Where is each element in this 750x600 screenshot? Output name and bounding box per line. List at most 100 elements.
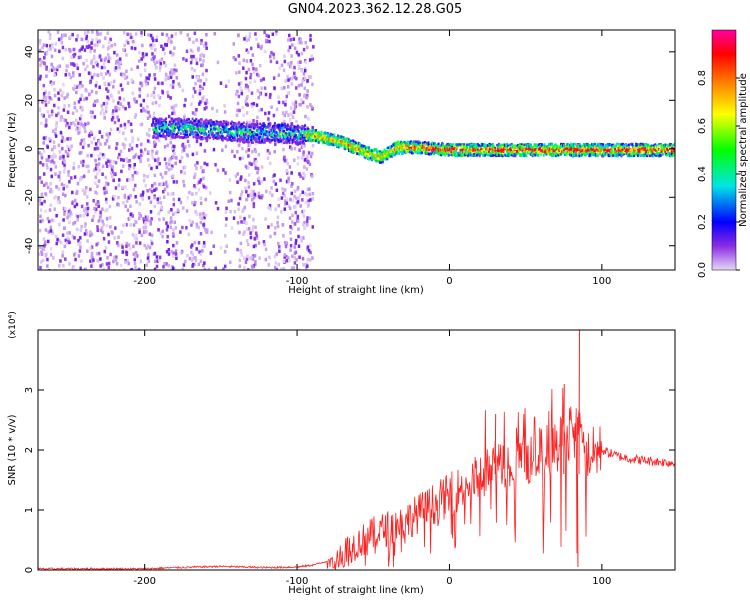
noise-speck [114, 66, 118, 70]
signal-pixel [229, 137, 232, 140]
noise-speck [96, 73, 100, 78]
noise-speck [79, 141, 82, 146]
noise-speck [182, 179, 185, 184]
noise-speck [113, 194, 116, 199]
noise-speck [257, 73, 260, 78]
noise-speck [116, 155, 120, 160]
noise-speck [224, 223, 228, 227]
noise-speck [135, 241, 138, 245]
noise-speck [105, 224, 109, 228]
noise-speck [241, 106, 245, 110]
noise-speck [235, 71, 238, 75]
noise-speck [136, 171, 139, 175]
signal-pixel [433, 151, 436, 154]
noise-speck [107, 232, 110, 237]
noise-speck [248, 161, 252, 166]
noise-speck [124, 137, 127, 141]
signal-pixel [327, 134, 330, 137]
noise-speck [51, 231, 54, 235]
noise-speck [164, 77, 168, 82]
signal-pixel [520, 146, 523, 150]
noise-speck [54, 134, 58, 138]
noise-speck [79, 105, 83, 110]
noise-speck [270, 223, 273, 227]
noise-speck [237, 54, 241, 58]
noise-speck [158, 138, 161, 143]
signal-pixel [539, 152, 542, 155]
noise-speck [236, 101, 240, 106]
noise-speck [274, 261, 278, 265]
noise-speck [189, 60, 193, 65]
noise-speck [139, 159, 142, 164]
noise-speck [39, 208, 43, 212]
noise-speck [160, 232, 163, 236]
noise-speck [153, 144, 157, 148]
signal-pixel [297, 136, 300, 140]
signal-pixel [200, 132, 203, 135]
signal-pixel [157, 118, 160, 122]
noise-speck [137, 155, 141, 160]
noise-speck [118, 130, 121, 134]
signal-pixel [543, 143, 546, 146]
noise-speck [308, 58, 312, 62]
noise-speck [64, 118, 68, 123]
noise-speck [133, 154, 137, 159]
signal-pixel [217, 123, 220, 126]
noise-speck [194, 210, 197, 214]
noise-speck [306, 187, 310, 192]
noise-speck [164, 72, 168, 77]
noise-speck [129, 122, 133, 127]
noise-speck [145, 109, 148, 114]
noise-speck [158, 217, 161, 222]
noise-speck [163, 262, 166, 266]
noise-speck [103, 153, 106, 158]
signal-pixel [423, 141, 426, 144]
noise-speck [125, 241, 129, 246]
noise-speck [292, 75, 295, 79]
noise-speck [97, 204, 100, 209]
noise-speck [93, 73, 96, 77]
noise-speck [246, 227, 249, 231]
signal-pixel [171, 117, 174, 121]
noise-speck [311, 82, 314, 87]
noise-speck [83, 141, 86, 146]
signal-pixel [493, 153, 496, 157]
signal-pixel [240, 136, 243, 139]
noise-speck [283, 86, 286, 90]
noise-speck [294, 241, 298, 245]
noise-speck [232, 216, 236, 220]
noise-speck [297, 53, 300, 57]
noise-speck [59, 88, 62, 93]
noise-speck [197, 241, 201, 245]
noise-speck [75, 127, 78, 132]
noise-speck [219, 246, 223, 250]
noise-speck [309, 250, 312, 255]
signal-pixel [254, 123, 257, 127]
noise-speck [263, 242, 266, 247]
noise-speck [59, 240, 63, 245]
noise-speck [291, 254, 294, 259]
noise-speck [42, 55, 46, 60]
noise-speck [249, 126, 253, 131]
noise-speck [194, 81, 197, 86]
noise-speck [50, 109, 54, 114]
noise-speck [48, 91, 51, 95]
noise-speck [286, 161, 289, 166]
noise-speck [40, 252, 44, 257]
noise-speck [171, 266, 175, 270]
noise-speck [247, 88, 251, 93]
noise-speck [44, 240, 47, 244]
noise-speck [200, 216, 203, 221]
noise-speck [42, 92, 46, 96]
noise-speck [212, 147, 216, 152]
noise-speck [308, 162, 312, 167]
noise-speck [106, 89, 110, 94]
signal-pixel [240, 131, 243, 135]
noise-speck [142, 225, 145, 230]
noise-speck [272, 76, 276, 80]
noise-speck [202, 82, 206, 86]
noise-speck [283, 59, 287, 64]
noise-speck [191, 152, 195, 157]
noise-speck [92, 103, 96, 108]
noise-speck [92, 136, 96, 141]
